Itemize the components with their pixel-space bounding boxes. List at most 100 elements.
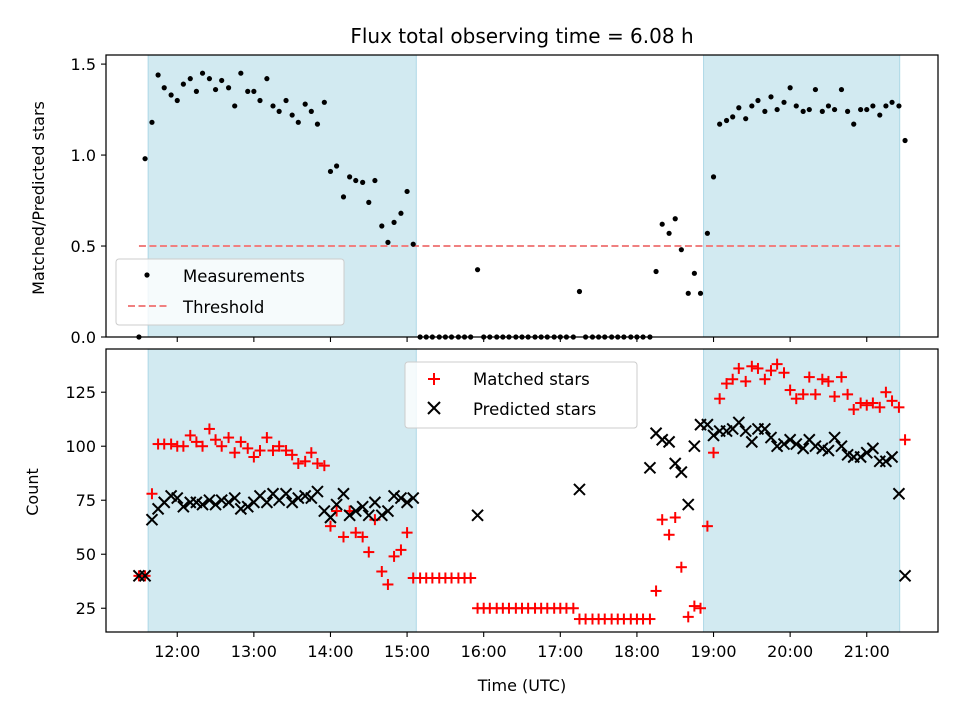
measurement-point [161, 85, 167, 91]
predicted-star-point [138, 569, 152, 583]
plot-frame [105, 54, 939, 338]
measurement-point [736, 105, 742, 111]
measurement-point [825, 103, 832, 109]
matched-star-point [267, 445, 279, 457]
matched-star-point [382, 578, 394, 590]
predicted-star-point [387, 489, 401, 503]
predicted-star-point [285, 496, 299, 509]
measurement-point [851, 121, 857, 127]
matched-star-point [644, 613, 656, 625]
measurement-point [678, 247, 684, 253]
predicted-star-point [669, 457, 682, 470]
measurement-point [474, 267, 481, 273]
predicted-star-point [828, 431, 841, 444]
matched-star-point [197, 440, 209, 452]
matched-star-point [331, 505, 343, 517]
matched-star-point [465, 572, 477, 584]
matched-star-point [816, 373, 828, 385]
matched-star-point [752, 362, 764, 374]
predicted-star-point [688, 440, 701, 453]
predicted-star-point [400, 496, 414, 509]
matched-star-point [682, 611, 694, 623]
matched-star-point [184, 429, 196, 441]
matched-star-point [714, 393, 726, 405]
matched-star-point [797, 388, 809, 400]
predicted-star-point [662, 435, 676, 449]
predicted-star-point [394, 491, 408, 505]
predicted-star-point [898, 569, 912, 583]
measurement-point [385, 239, 391, 245]
matched-star-point [886, 395, 898, 407]
measurement-point [768, 94, 774, 100]
predicted-star-point [292, 491, 305, 505]
predicted-star-point [573, 483, 586, 496]
measurement-point [864, 106, 870, 113]
measurement-point [858, 106, 864, 113]
measurement-point [340, 194, 347, 200]
measurement-point [774, 106, 780, 113]
predicted-star-point [783, 433, 797, 446]
predicted-star-point [171, 491, 184, 505]
measurement-point [781, 99, 787, 105]
matched-star-point [822, 375, 834, 387]
predicted-star-point [643, 461, 657, 475]
measurement-point [206, 76, 213, 82]
predicted-star-point [324, 511, 337, 524]
predicted-star-point [349, 504, 362, 518]
matched-star-point [727, 373, 739, 385]
measurement-point [800, 108, 806, 114]
predicted-star-point [222, 496, 235, 509]
legend-matched-label: Matched stars [473, 370, 590, 389]
measurement-point [653, 268, 659, 275]
measurement-point [251, 88, 257, 94]
y-tick-label: 25 [76, 599, 96, 618]
measurement-point [180, 81, 186, 87]
measurement-point [302, 101, 308, 107]
measurement-point [187, 76, 193, 82]
predicted-star-point [892, 487, 906, 500]
predicted-star-point [471, 509, 484, 522]
matched-star-point [835, 371, 847, 383]
measurement-point [659, 221, 665, 227]
matched-star-point [893, 401, 905, 413]
matched-star-point [759, 373, 771, 385]
measurement-point [225, 85, 232, 91]
measurement-point [870, 103, 876, 109]
measurement-point [883, 103, 889, 109]
measurement-point [295, 119, 301, 125]
x-tick-label: 19:00 [690, 642, 736, 661]
predicted-star-point [745, 435, 759, 449]
matched-star-point [740, 375, 752, 387]
predicted-star-point [215, 494, 228, 507]
ratio-panel: 0.0 0.5 1.0 1.5 Matched/Predicted stars Mea… [29, 54, 939, 347]
measurement-point [398, 210, 404, 216]
measurement-point [896, 103, 902, 109]
measurement-point [685, 290, 691, 296]
matched-star-point [809, 388, 821, 400]
matched-star-point [376, 566, 388, 578]
measurement-point [142, 156, 148, 162]
predicted-star-point [732, 416, 746, 429]
predicted-star-point [145, 513, 159, 526]
measurement-point [743, 116, 749, 122]
matched-star-point [210, 434, 222, 446]
y-tick-label: 50 [76, 545, 96, 564]
measurement-point [691, 270, 697, 276]
measurement-point [717, 121, 723, 127]
legend-matched-marker [428, 373, 440, 385]
predicted-star-point [758, 422, 772, 436]
measurement-point [704, 230, 710, 236]
matched-star-point [567, 602, 579, 614]
matched-star-point [388, 550, 400, 562]
matched-star-point [177, 440, 189, 452]
matched-star-point [708, 447, 720, 459]
measurement-point [379, 223, 385, 229]
predicted-star-point [822, 444, 835, 457]
matched-star-point [867, 397, 879, 409]
measurement-point [838, 86, 845, 93]
matched-star-point [733, 362, 745, 374]
predicted-star-point [835, 440, 848, 453]
predicted-star-point [885, 450, 899, 464]
matched-star-point [318, 460, 330, 472]
matched-star-point [299, 455, 311, 467]
